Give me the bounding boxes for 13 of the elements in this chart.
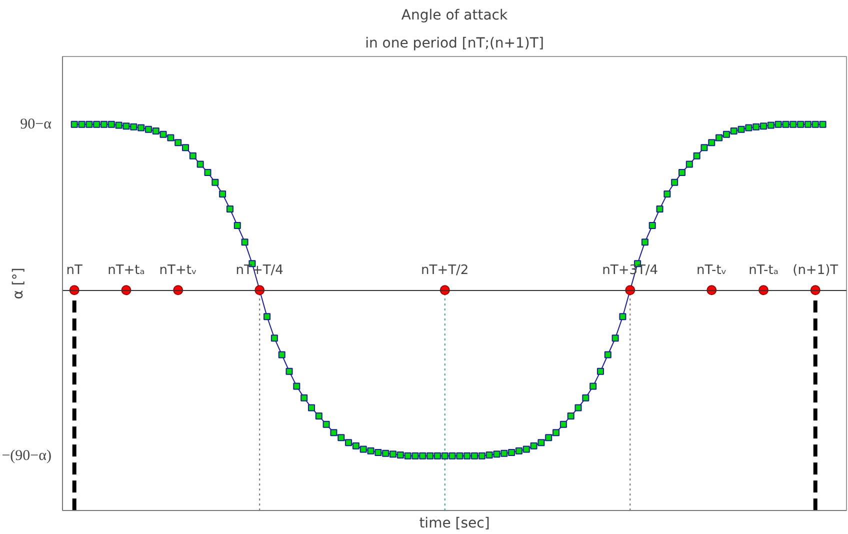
y-axis-title: α [°] — [10, 268, 27, 300]
text: −(90−α) — [2, 448, 52, 464]
x-tick-label: (n+1)T — [792, 263, 838, 278]
x-axis-title: time [sec] — [419, 516, 490, 532]
text: 90−α — [20, 116, 52, 132]
x-tick-label: nT+tᵥ — [159, 263, 197, 278]
x-tick-label: nT+tₐ — [108, 263, 145, 278]
x-tick-label: nT+T/2 — [421, 263, 469, 278]
x-tick-label: nT-tₐ — [748, 263, 778, 278]
chart-subtitle: in one period [nT;(n+1)T] — [365, 36, 544, 52]
chart-title: Angle of attack — [401, 8, 508, 24]
x-tick-label: nT-tᵥ — [696, 263, 727, 278]
x-tick-label: nT — [66, 263, 83, 278]
